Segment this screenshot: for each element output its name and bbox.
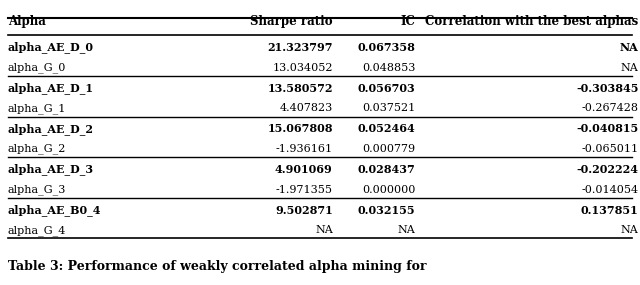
Text: 0.032155: 0.032155 xyxy=(358,205,415,215)
Text: alpha_AE_D_3: alpha_AE_D_3 xyxy=(8,163,94,175)
Text: alpha_AE_D_2: alpha_AE_D_2 xyxy=(8,123,94,135)
Text: 0.048853: 0.048853 xyxy=(362,63,415,73)
Text: NA: NA xyxy=(621,225,639,235)
Text: NA: NA xyxy=(621,63,639,73)
Text: 21.323797: 21.323797 xyxy=(268,42,333,53)
Text: 0.028437: 0.028437 xyxy=(358,164,415,175)
Text: Correlation with the best alphas: Correlation with the best alphas xyxy=(426,15,639,28)
Text: alpha_G_1: alpha_G_1 xyxy=(8,103,66,114)
Text: Alpha: Alpha xyxy=(8,15,45,28)
Text: 0.067358: 0.067358 xyxy=(358,42,415,53)
Text: 0.000000: 0.000000 xyxy=(362,185,415,195)
Text: alpha_G_0: alpha_G_0 xyxy=(8,62,66,73)
Text: 0.056703: 0.056703 xyxy=(358,83,415,93)
Text: alpha_G_4: alpha_G_4 xyxy=(8,225,66,236)
Text: alpha_G_3: alpha_G_3 xyxy=(8,184,66,195)
Text: 4.407823: 4.407823 xyxy=(280,103,333,113)
Text: 4.901069: 4.901069 xyxy=(275,164,333,175)
Text: 13.034052: 13.034052 xyxy=(272,63,333,73)
Text: IC: IC xyxy=(401,15,415,28)
Text: alpha_G_2: alpha_G_2 xyxy=(8,144,66,154)
Text: -0.267428: -0.267428 xyxy=(582,103,639,113)
Text: 0.037521: 0.037521 xyxy=(362,103,415,113)
Text: Sharpe ratio: Sharpe ratio xyxy=(250,15,333,28)
Text: 13.580572: 13.580572 xyxy=(268,83,333,93)
Text: NA: NA xyxy=(398,225,415,235)
Text: 0.137851: 0.137851 xyxy=(581,205,639,215)
Text: Table 3: Performance of weakly correlated alpha mining for: Table 3: Performance of weakly correlate… xyxy=(8,260,426,273)
Text: -0.303845: -0.303845 xyxy=(576,83,639,93)
Text: -0.040815: -0.040815 xyxy=(577,123,639,134)
Text: 9.502871: 9.502871 xyxy=(275,205,333,215)
Text: alpha_AE_D_0: alpha_AE_D_0 xyxy=(8,42,94,53)
Text: -0.065011: -0.065011 xyxy=(582,144,639,154)
Text: 0.052464: 0.052464 xyxy=(358,123,415,134)
Text: 15.067808: 15.067808 xyxy=(268,123,333,134)
Text: -0.202224: -0.202224 xyxy=(577,164,639,175)
Text: 0.000779: 0.000779 xyxy=(362,144,415,154)
Text: alpha_AE_D_1: alpha_AE_D_1 xyxy=(8,82,94,94)
Text: NA: NA xyxy=(315,225,333,235)
Text: NA: NA xyxy=(620,42,639,53)
Text: alpha_AE_B0_4: alpha_AE_B0_4 xyxy=(8,204,101,216)
Text: -0.014054: -0.014054 xyxy=(582,185,639,195)
Text: -1.936161: -1.936161 xyxy=(276,144,333,154)
Text: -1.971355: -1.971355 xyxy=(276,185,333,195)
